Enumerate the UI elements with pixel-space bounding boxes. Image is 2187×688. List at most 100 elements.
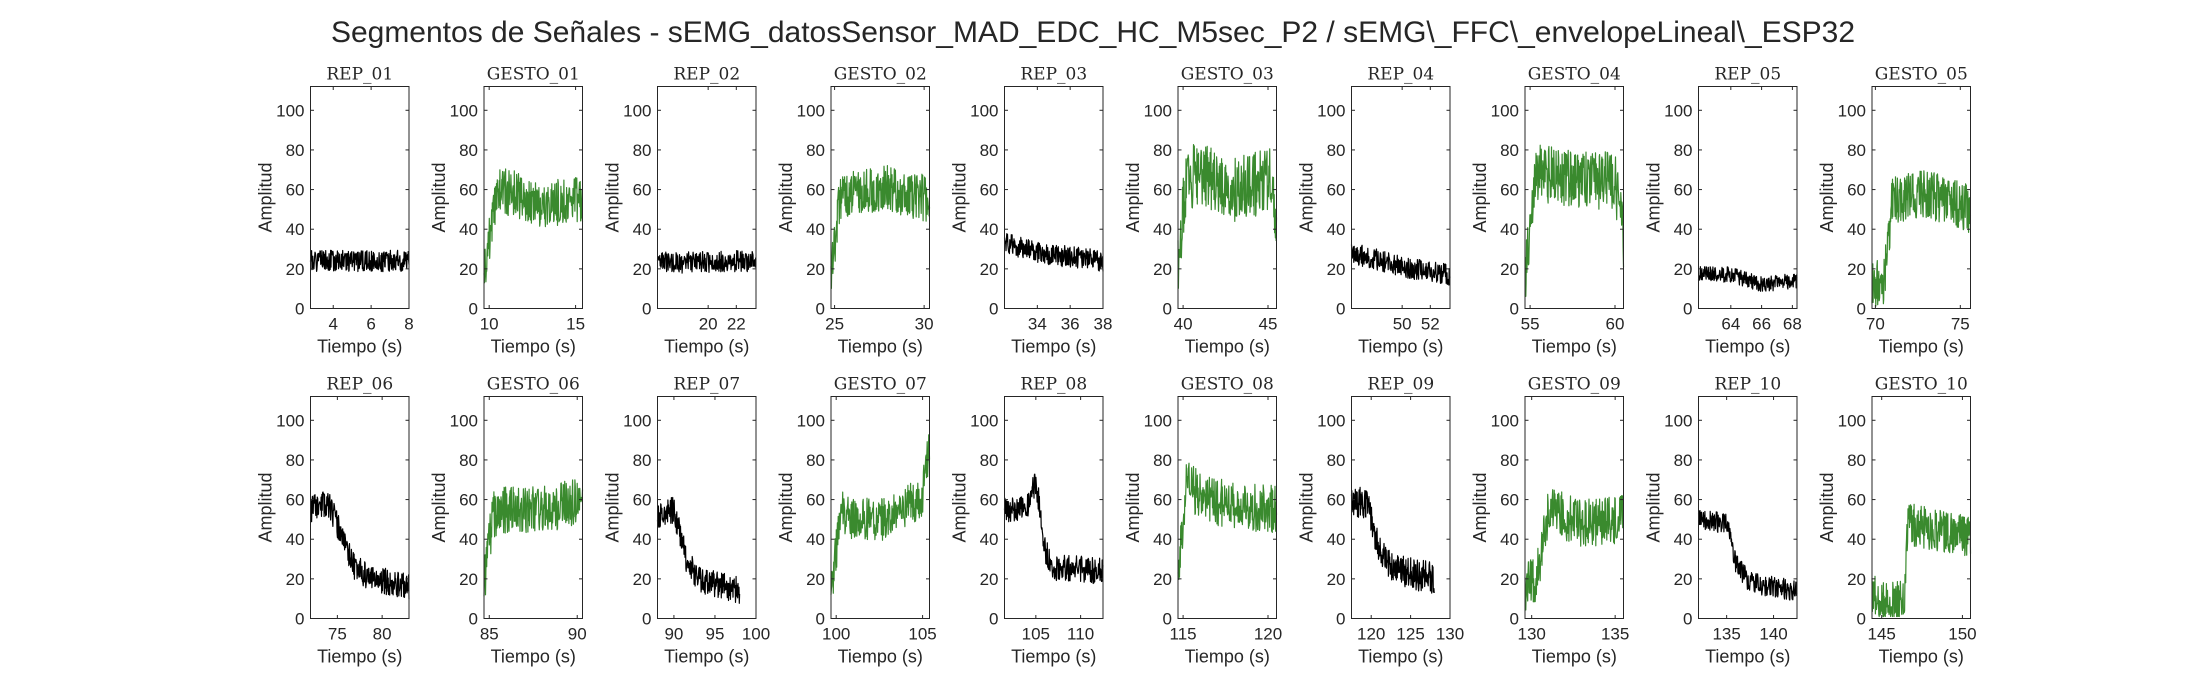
y-tick-label: 100	[1144, 411, 1172, 430]
y-tick-label: 80	[286, 451, 305, 470]
y-tick-label: 0	[1510, 300, 1519, 319]
y-axis-label: Amplitud	[603, 162, 623, 232]
x-axis-label: Tiempo (s)	[664, 337, 749, 357]
y-tick-label: 0	[989, 300, 998, 319]
x-tick-label: 40	[1174, 315, 1193, 334]
x-tick-label: 150	[1948, 625, 1976, 644]
y-tick-label: 40	[633, 530, 652, 549]
y-axis-label: Amplitud	[256, 162, 276, 232]
y-axis-label: Amplitud	[776, 162, 796, 232]
y-axis-label: Amplitud	[429, 472, 449, 542]
x-tick-label: 25	[825, 315, 844, 334]
y-tick-label: 80	[633, 141, 652, 160]
x-tick-label: 105	[1022, 625, 1050, 644]
subplot-rep_09: 0 20 40 60 80 100 120 125 130 REP_09 Tiempo (s) Amp…	[1297, 375, 1465, 667]
y-tick-label: 0	[295, 300, 304, 319]
x-tick-label: 55	[1521, 315, 1540, 334]
y-axis-label: Amplitud	[603, 472, 623, 542]
x-tick-label: 10	[480, 315, 499, 334]
x-tick-label: 45	[1259, 315, 1278, 334]
y-tick-label: 60	[633, 181, 652, 200]
y-tick-label: 100	[276, 101, 304, 120]
y-tick-label: 80	[1847, 141, 1866, 160]
y-axis-label: Amplitud	[1470, 162, 1490, 232]
y-tick-label: 40	[806, 530, 825, 549]
axes-box	[1871, 86, 1971, 309]
x-tick-label: 125	[1396, 625, 1424, 644]
y-axis-label: Amplitud	[429, 162, 449, 232]
subplot-rep_04: 0 20 40 60 80 100 50 52 REP_04 Tiempo (s) Amplitud	[1297, 65, 1451, 357]
figure-title: Segmentos de Señales - sEMG_datosSensor_…	[331, 16, 1855, 49]
x-tick-label: 64	[1721, 315, 1740, 334]
subplot-gesto_02: 0 20 40 60 80 100 25 30 GESTO_02 Tiempo (s) Amplit…	[776, 65, 934, 357]
y-axis-label: Amplitud	[1297, 472, 1317, 542]
subplot-title: GESTO_08	[1181, 375, 1274, 395]
x-tick-label: 130	[1436, 625, 1464, 644]
y-tick-label: 100	[1664, 411, 1692, 430]
subplot-rep_01: 0 20 40 60 80 100 4 6 8 REP_01 Tiempo (s) Amplitud	[256, 65, 414, 357]
y-tick-label: 100	[1838, 411, 1866, 430]
x-axis-label: Tiempo (s)	[1879, 337, 1964, 357]
y-tick-label: 40	[1153, 220, 1172, 239]
y-tick-label: 40	[1327, 220, 1346, 239]
y-tick-label: 60	[633, 491, 652, 510]
axes-box	[1177, 86, 1277, 309]
y-tick-label: 100	[1664, 101, 1692, 120]
axes-box	[1004, 396, 1104, 619]
y-tick-label: 80	[1327, 141, 1346, 160]
subplot-title: REP_03	[1020, 65, 1087, 85]
x-axis-label: Tiempo (s)	[1358, 337, 1443, 357]
subplot-title: REP_01	[326, 65, 393, 85]
axes-box	[657, 396, 757, 619]
x-axis-label: Tiempo (s)	[1705, 337, 1790, 357]
subplot-title: GESTO_06	[487, 375, 580, 395]
y-tick-label: 60	[806, 491, 825, 510]
y-tick-label: 40	[286, 220, 305, 239]
y-axis-label: Amplitud	[776, 472, 796, 542]
y-tick-label: 80	[286, 141, 305, 160]
x-tick-label: 50	[1393, 315, 1412, 334]
subplot-gesto_01: 0 20 40 60 80 100 10 15 GESTO_01 Tiempo (s) Amplit…	[429, 65, 585, 357]
y-tick-label: 20	[1847, 570, 1866, 589]
x-tick-label: 90	[664, 625, 683, 644]
signal-line	[1697, 266, 1798, 292]
subplot-gesto_05: 0 20 40 60 80 100 70 75 GESTO_05 Tiempo (s) Amplit…	[1817, 65, 1972, 357]
y-axis-label: Amplitud	[1644, 472, 1664, 542]
signal-line	[656, 250, 757, 274]
subplot-rep_05: 0 20 40 60 80 100 64 66 68 REP_05 Tiempo (s) Amplit…	[1644, 65, 1802, 357]
y-tick-label: 0	[1683, 300, 1692, 319]
y-tick-label: 0	[1857, 610, 1866, 629]
y-tick-label: 0	[469, 610, 478, 629]
axes-box	[1351, 396, 1451, 619]
signal-line	[483, 479, 584, 597]
x-tick-label: 145	[1868, 625, 1896, 644]
axes-box	[1004, 86, 1104, 309]
signal-line	[1871, 503, 1972, 618]
y-tick-label: 100	[970, 101, 998, 120]
x-tick-label: 30	[915, 315, 934, 334]
subplot-rep_06: 0 20 40 60 80 100 75 80 REP_06 Tiempo (s) Amplitud	[256, 375, 410, 667]
signal-line	[1003, 473, 1104, 585]
x-tick-label: 70	[1866, 315, 1885, 334]
axes-box	[483, 396, 583, 619]
y-tick-label: 20	[1153, 260, 1172, 279]
axes-box	[1698, 86, 1798, 309]
y-axis-label: Amplitud	[1123, 472, 1143, 542]
y-tick-label: 80	[1500, 141, 1519, 160]
y-tick-label: 20	[1674, 570, 1693, 589]
y-tick-label: 20	[633, 570, 652, 589]
x-axis-label: Tiempo (s)	[838, 647, 923, 667]
y-tick-label: 40	[1153, 530, 1172, 549]
x-tick-label: 135	[1601, 625, 1629, 644]
subplot-rep_03: 0 20 40 60 80 100 34 36 38 REP_03 Tiempo (s) Amplit…	[950, 65, 1113, 357]
y-tick-label: 60	[1847, 491, 1866, 510]
signal-line	[1350, 244, 1451, 286]
y-tick-label: 60	[459, 181, 478, 200]
axes-box	[310, 396, 410, 619]
x-tick-label: 85	[480, 625, 499, 644]
y-tick-label: 100	[1491, 411, 1519, 430]
y-axis-label: Amplitud	[1644, 162, 1664, 232]
y-tick-label: 0	[642, 610, 651, 629]
y-tick-label: 60	[1674, 491, 1693, 510]
y-tick-label: 0	[989, 610, 998, 629]
